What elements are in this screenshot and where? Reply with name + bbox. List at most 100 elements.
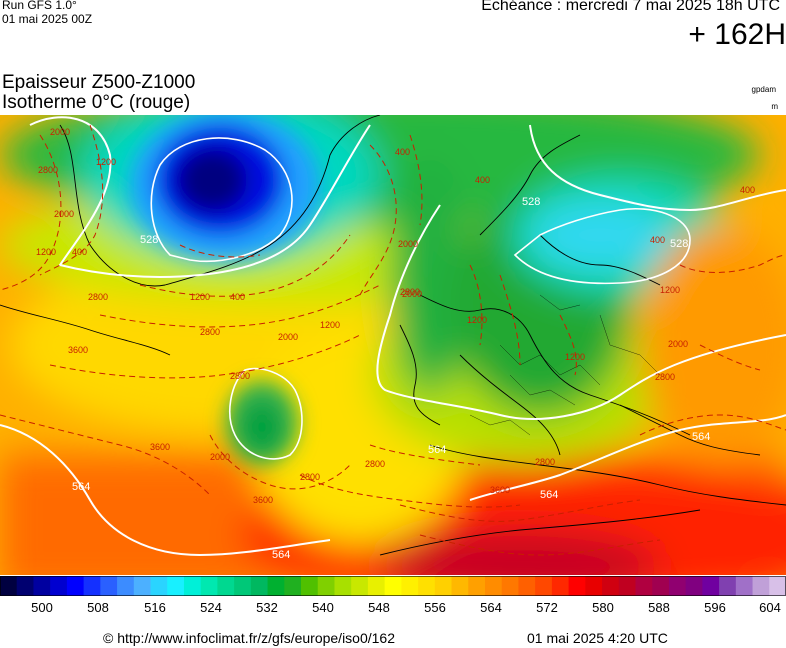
footer-timestamp: 01 mai 2025 4:20 UTC [527, 630, 668, 646]
colorbar-swatch [317, 576, 336, 596]
contour-label: 528 [522, 196, 540, 208]
colorbar-swatch [83, 576, 101, 596]
colorbar-tick: 532 [256, 600, 278, 615]
isotherm-label: 400 [72, 247, 87, 257]
borders [469, 294, 661, 436]
forecast-valid-time: Echéance : mercredi 7 mai 2025 18h UTC [481, 0, 780, 14]
isotherm-label: 3600 [490, 485, 510, 495]
isotherm-label: 2800 [400, 287, 420, 297]
map-title-thickness: Epaisseur Z500-Z1000 [2, 72, 196, 93]
colorbar-swatch [200, 576, 218, 596]
colorbar-swatch [234, 576, 252, 596]
colorbar-swatch [367, 576, 386, 596]
colorbar-tick: 596 [704, 600, 726, 615]
colorbar-tick: 500 [31, 600, 53, 615]
isotherm-label: 2800 [535, 457, 555, 467]
thickness-contours [0, 116, 786, 557]
isotherm-label: 3600 [150, 442, 170, 452]
isotherm-label: 1200 [36, 247, 56, 257]
unit-isotherm-label: m [771, 102, 778, 111]
colorbar-swatch [66, 576, 85, 596]
isotherm-label: 400 [395, 147, 410, 157]
isotherm-label: 1200 [320, 320, 340, 330]
colorbar-swatch [752, 576, 770, 596]
isotherm-label: 400 [475, 175, 490, 185]
colorbar-swatch [117, 576, 135, 596]
colorbar-swatch [635, 576, 653, 596]
colorbar-swatch [468, 576, 486, 596]
colorbar-swatch [100, 576, 118, 596]
colorbar-swatch [719, 576, 737, 596]
colorbar-swatch [735, 576, 754, 596]
colorbar-swatch [401, 576, 419, 596]
isotherm-label: 400 [230, 292, 245, 302]
colorbar-tick: 604 [759, 600, 781, 615]
colorbar-tick: 564 [480, 600, 502, 615]
isotherm-label: 2000 [398, 239, 418, 249]
isotherm-label: 2800 [38, 165, 58, 175]
isotherm-label: 2000 [278, 332, 298, 342]
colorbar-swatch [250, 576, 269, 596]
colorbar-tick: 548 [368, 600, 390, 615]
isotherm-label: 2800 [300, 472, 320, 482]
colorbar-tick: 588 [648, 600, 670, 615]
colorbar-swatch [33, 576, 51, 596]
colorbar-swatch [284, 576, 302, 596]
colorbar-swatch [267, 576, 285, 596]
footer-source-link[interactable]: © http://www.infoclimat.fr/z/gfs/europe/… [103, 630, 396, 646]
isotherm-label: 3600 [68, 345, 88, 355]
colorbar-swatch [183, 576, 202, 596]
contour-label: 528 [670, 238, 688, 250]
isotherm-contours [0, 124, 786, 556]
colorbar-swatch [618, 576, 637, 596]
colorbar-tick: 516 [144, 600, 166, 615]
isotherm-label: 3600 [253, 495, 273, 505]
colorbar-swatch [769, 576, 786, 596]
isotherm-label: 2000 [402, 289, 422, 299]
contour-label: 528 [140, 234, 158, 246]
colorbar-swatch [484, 576, 503, 596]
isotherm-label: 400 [650, 235, 665, 245]
colorbar-swatch [0, 576, 18, 596]
coastlines [0, 115, 786, 556]
colorbar-tick: 524 [200, 600, 222, 615]
map-title-isotherm: Isotherme 0°C (rouge) [2, 92, 191, 113]
isotherm-label: 2000 [668, 339, 688, 349]
colorbar-swatch [602, 576, 620, 596]
colorbar-swatch [384, 576, 402, 596]
colorbar-swatch [535, 576, 553, 596]
unit-thickness-label: gpdam [751, 85, 776, 94]
contour-label: 564 [428, 444, 446, 456]
colorbar-swatch [702, 576, 720, 596]
thickness-labels: 528 528 528 564 564 564 564 564 [72, 196, 710, 561]
colorbar-swatch [150, 576, 168, 596]
colorbar-swatch [451, 576, 469, 596]
isotherm-label: 1200 [467, 315, 487, 325]
colorbar-swatch [551, 576, 570, 596]
colorbar-swatch [351, 576, 369, 596]
isotherm-label: 2000 [210, 452, 230, 462]
isotherm-labels: 2000 2800 1200 400 1200 2000 2800 400 12… [36, 127, 755, 505]
colorbar-swatch [568, 576, 586, 596]
colorbar [0, 576, 786, 596]
isotherm-label: 1200 [96, 157, 116, 167]
contour-label: 564 [272, 549, 290, 561]
isotherm-label: 2800 [200, 327, 220, 337]
colorbar-swatch [501, 576, 520, 596]
colorbar-swatch [217, 576, 235, 596]
colorbar-swatch [418, 576, 436, 596]
isotherm-label: 2800 [365, 459, 385, 469]
run-date: 01 mai 2025 00Z [2, 12, 93, 26]
isotherm-label: 2800 [230, 371, 250, 381]
colorbar-tick: 540 [312, 600, 334, 615]
isotherm-label: 2800 [655, 372, 675, 382]
isotherm-label: 1200 [565, 352, 585, 362]
contour-label: 564 [692, 431, 710, 443]
isotherm-label: 1200 [190, 292, 210, 302]
isotherm-label: 2000 [50, 127, 70, 137]
colorbar-tick: 556 [424, 600, 446, 615]
colorbar-swatch [652, 576, 670, 596]
colorbar-swatch [334, 576, 352, 596]
forecast-hour: + 162H [688, 18, 786, 51]
colorbar-swatch [133, 576, 152, 596]
